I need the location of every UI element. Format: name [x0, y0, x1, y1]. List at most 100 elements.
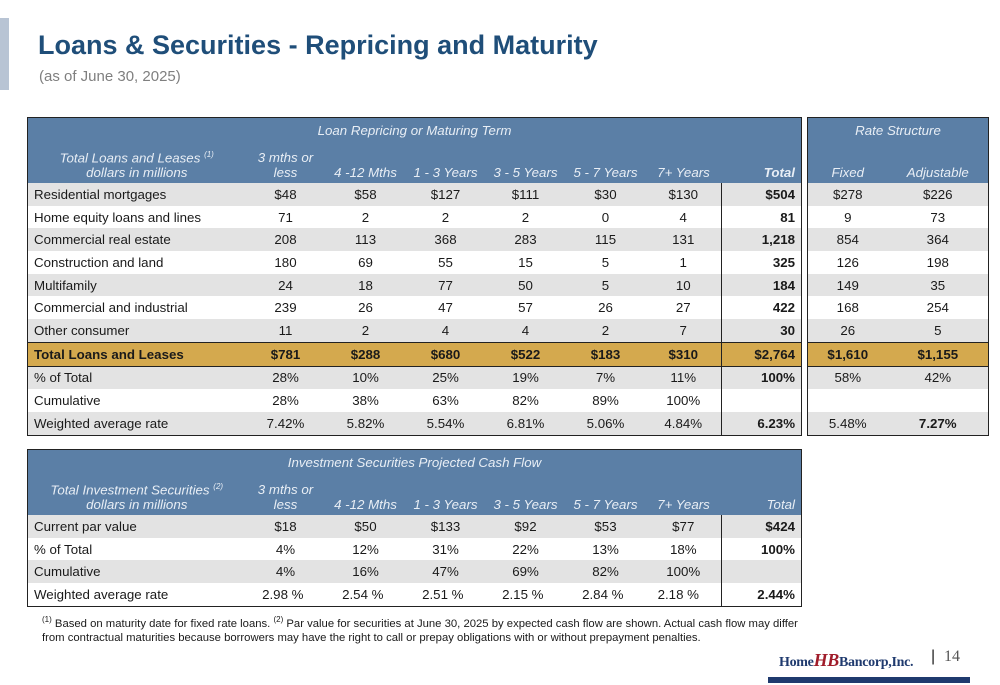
value-cell: 5.54% [405, 411, 486, 436]
value-cell: 2 [325, 319, 406, 343]
value-cell: 11% [645, 366, 722, 390]
value-cell: 82% [565, 560, 646, 584]
table-row: Home equity loans and lines 71 2 2 2 0 4 81 9 73 [27, 205, 990, 229]
value-cell: 47 [405, 296, 486, 320]
table-row: Construction and land 180 69 55 15 5 1 325 126 19… [27, 251, 990, 274]
value-cell: 115 [565, 228, 646, 252]
row-label: % of Total [27, 537, 246, 561]
value-cell: 13% [565, 537, 646, 561]
value-cell: 11 [245, 319, 326, 343]
col-13-header: 1 - 3 Years [405, 142, 486, 183]
value-cell: 368 [405, 228, 486, 252]
securities-column-headers: Total Investment Securities (2) dollars … [27, 474, 802, 515]
fixed-cell: 126 [807, 251, 888, 274]
footnote: (1) Based on maturity date for fixed rat… [42, 615, 798, 645]
fixed-cell: 168 [807, 296, 888, 320]
page-number: 14 [944, 648, 960, 665]
fixed-cell: 26 [807, 319, 888, 343]
value-cell: 69 [325, 251, 406, 274]
row-label: Weighted average rate [27, 411, 246, 436]
table-row: Residential mortgages $48 $58 $127 $111 $30 $1… [27, 183, 990, 206]
value-cell: 28% [245, 389, 326, 412]
row-label: Residential mortgages [27, 183, 246, 206]
adjustable-cell: 364 [887, 228, 990, 252]
value-cell: 208 [245, 228, 326, 252]
value-cell: 7 [645, 319, 722, 343]
securities-table: Investment Securities Projected Cash Flo… [27, 449, 802, 607]
col-adj-header: Adjustable [887, 142, 990, 183]
rate-structure-header: Rate Structure [807, 117, 990, 142]
value-cell: 5 [565, 251, 646, 274]
col-35-header: 3 - 5 Years [485, 142, 566, 183]
total-cell: 30 [720, 319, 803, 343]
fixed-cell: 5.48% [807, 411, 888, 436]
value-cell: 57 [485, 296, 566, 320]
total-cell: $504 [720, 183, 803, 206]
row-label: Weighted average rate [27, 583, 246, 607]
fixed-cell: 9 [807, 205, 888, 229]
table-row: Cumulative 4% 16% 47% 69% 82% 100% [27, 560, 802, 584]
value-cell: 5.82% [325, 411, 406, 436]
value-cell: 10 [645, 273, 722, 297]
col-7p-header: 7+ Years [645, 142, 722, 183]
value-cell: 22% [485, 537, 566, 561]
total-cell: 100% [721, 537, 802, 561]
table-row: Commercial real estate 208 113 368 283 115 131… [27, 228, 990, 252]
separator: | [931, 648, 936, 665]
value-cell: 2.98 % [245, 583, 326, 607]
row-label: Home equity loans and lines [27, 205, 246, 229]
value-cell: 18 [325, 273, 406, 297]
total-cell: $2,764 [720, 341, 803, 367]
value-cell: $133 [405, 515, 486, 538]
accent-bar [0, 18, 9, 90]
value-cell: 2 [405, 205, 486, 229]
value-cell: 12% [325, 537, 406, 561]
col-fixed-header: Fixed [807, 142, 888, 183]
row-label: % of Total [27, 366, 246, 390]
fixed-cell [807, 389, 888, 412]
row-label: Multifamily [27, 273, 246, 297]
value-cell: $53 [565, 515, 646, 538]
sec-col-412-header: 4 -12 Mths [325, 474, 406, 515]
value-cell: 71 [245, 205, 326, 229]
value-cell: $111 [485, 183, 566, 206]
total-cell [721, 560, 802, 584]
value-cell: 4 [485, 319, 566, 343]
table-row: Weighted average rate 7.42% 5.82% 5.54% 6.81… [27, 411, 990, 436]
loans-group-header: Loan Repricing or Maturing Term [26, 117, 803, 142]
sec-col-13-header: 1 - 3 Years [405, 474, 486, 515]
row-label: Cumulative [27, 560, 246, 584]
fixed-cell: 149 [807, 273, 888, 297]
loans-table: Loan Repricing or Maturing Term Rate Str… [26, 117, 990, 436]
value-cell: 7% [565, 366, 646, 390]
value-cell: $127 [405, 183, 486, 206]
value-cell: 7.42% [245, 411, 326, 436]
securities-label-header: Total Investment Securities (2) dollars … [27, 474, 246, 515]
value-cell: $183 [565, 341, 646, 367]
table-row: Current par value $18 $50 $133 $92 $53 $77 $424 [27, 515, 802, 538]
value-cell: 19% [485, 366, 566, 390]
value-cell: 50 [485, 273, 566, 297]
value-cell: $18 [245, 515, 326, 538]
value-cell: 6.81% [485, 411, 566, 436]
page-title: Loans & Securities - Repricing and Matur… [38, 30, 598, 60]
total-cell: 325 [720, 251, 803, 274]
value-cell: 55 [405, 251, 486, 274]
value-cell: 2.54 % [325, 583, 406, 607]
total-cell [720, 389, 803, 412]
table-row: Cumulative 28% 38% 63% 82% 89% 100% [27, 389, 990, 412]
value-cell: 1 [645, 251, 722, 274]
value-cell: 10% [325, 366, 406, 390]
value-cell: 24 [245, 273, 326, 297]
value-cell: 31% [405, 537, 486, 561]
value-cell: 283 [485, 228, 566, 252]
adjustable-cell [887, 389, 990, 412]
value-cell: 4% [245, 560, 326, 584]
value-cell: 38% [325, 389, 406, 412]
row-label: Commercial and industrial [27, 296, 246, 320]
value-cell: 4 [405, 319, 486, 343]
value-cell: $680 [405, 341, 486, 367]
col-3m-header: 3 mths or less [245, 142, 326, 183]
total-cell: 6.23% [720, 411, 803, 436]
value-cell: 2 [485, 205, 566, 229]
